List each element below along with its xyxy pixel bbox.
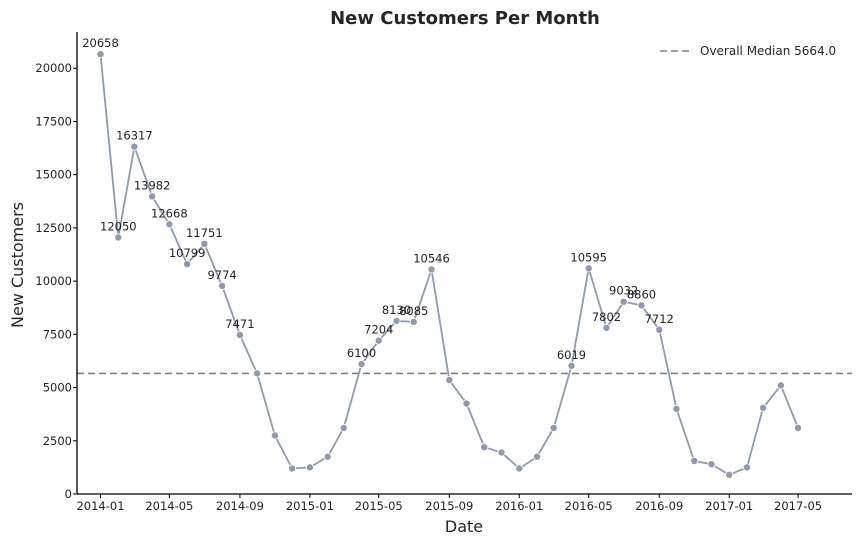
x-tick-label: 2017-05 bbox=[774, 499, 822, 513]
data-point bbox=[672, 404, 681, 413]
y-tick-label: 5000 bbox=[43, 381, 72, 395]
chart-title: New Customers Per Month bbox=[330, 8, 600, 29]
data-point bbox=[549, 423, 558, 432]
data-point bbox=[339, 423, 348, 432]
data-point bbox=[445, 376, 454, 385]
data-point bbox=[743, 463, 752, 472]
x-tick-label: 2017-01 bbox=[705, 499, 753, 513]
x-tick-label: 2016-05 bbox=[565, 499, 613, 513]
data-point bbox=[148, 192, 157, 201]
data-point bbox=[602, 323, 611, 332]
data-point bbox=[183, 260, 192, 269]
data-label: 10546 bbox=[413, 251, 450, 265]
data-point bbox=[427, 265, 436, 274]
data-point bbox=[655, 325, 664, 334]
y-tick-label: 2500 bbox=[43, 434, 72, 448]
y-axis: 0 2500 5000 7500 10000 12500 15000 17500 20000 bbox=[35, 61, 77, 501]
data-point bbox=[515, 464, 524, 473]
y-axis-title: New Customers bbox=[8, 202, 27, 328]
data-point bbox=[567, 361, 576, 370]
data-label: 6100 bbox=[347, 346, 376, 360]
data-point bbox=[235, 330, 244, 339]
y-tick-label: 12500 bbox=[35, 221, 72, 235]
data-label: 7204 bbox=[364, 323, 393, 337]
data-label: 8130 bbox=[382, 303, 411, 317]
data-point bbox=[165, 220, 174, 229]
data-label: 11751 bbox=[186, 226, 223, 240]
data-point bbox=[462, 399, 471, 408]
data-point bbox=[497, 448, 506, 457]
data-label: 10595 bbox=[570, 250, 607, 264]
data-label: 12050 bbox=[100, 219, 137, 233]
x-tick-label: 2015-05 bbox=[355, 499, 403, 513]
data-label: 8085 bbox=[399, 304, 428, 318]
data-point bbox=[253, 369, 262, 378]
data-point bbox=[619, 297, 628, 306]
data-point bbox=[130, 142, 139, 151]
y-tick-label: 7500 bbox=[43, 327, 72, 341]
x-tick-label: 2015-01 bbox=[286, 499, 334, 513]
data-label: 20658 bbox=[82, 36, 119, 50]
y-tick-label: 17500 bbox=[35, 114, 72, 128]
data-point bbox=[776, 381, 785, 390]
data-point bbox=[409, 317, 418, 326]
data-point bbox=[357, 360, 366, 369]
data-label: 12668 bbox=[151, 206, 188, 220]
x-tick-label: 2014-01 bbox=[76, 499, 124, 513]
legend: Overall Median 5664.0 bbox=[660, 44, 836, 58]
legend-label-median: Overall Median 5664.0 bbox=[700, 44, 836, 58]
y-tick-label: 0 bbox=[65, 487, 72, 501]
x-axis-title: Date bbox=[445, 517, 483, 536]
data-point bbox=[584, 264, 593, 273]
data-point bbox=[637, 301, 646, 310]
x-tick-label: 2014-05 bbox=[145, 499, 193, 513]
x-tick-label: 2014-09 bbox=[216, 499, 264, 513]
data-labels: 20658 12050 16317 13982 12668 10799 11751 9774 7… bbox=[82, 36, 674, 362]
data-point bbox=[270, 431, 279, 440]
y-tick-label: 20000 bbox=[35, 61, 72, 75]
data-label: 6019 bbox=[557, 348, 586, 362]
data-point bbox=[533, 452, 542, 461]
data-point bbox=[759, 403, 768, 412]
data-label: 7712 bbox=[645, 312, 674, 326]
data-label: 9032 bbox=[609, 284, 638, 298]
data-point bbox=[323, 452, 332, 461]
data-points bbox=[96, 50, 803, 479]
data-point bbox=[707, 460, 716, 469]
x-tick-label: 2016-01 bbox=[495, 499, 543, 513]
data-label: 10799 bbox=[169, 246, 206, 260]
x-axis: 2014-01 2014-05 2014-09 2015-01 2015-05 2015-… bbox=[76, 494, 822, 513]
data-label: 16317 bbox=[116, 129, 153, 143]
data-point bbox=[288, 464, 297, 473]
data-label: 8860 bbox=[627, 287, 656, 301]
data-point bbox=[96, 50, 105, 59]
data-point bbox=[690, 456, 699, 465]
data-point bbox=[305, 463, 314, 472]
data-point bbox=[200, 239, 209, 248]
x-tick-label: 2016-09 bbox=[635, 499, 683, 513]
data-point bbox=[480, 443, 489, 452]
data-label: 7802 bbox=[592, 310, 621, 324]
data-label: 7471 bbox=[225, 317, 254, 331]
data-point bbox=[218, 281, 227, 290]
y-tick-label: 15000 bbox=[35, 168, 72, 182]
data-point bbox=[114, 233, 123, 242]
data-point bbox=[794, 423, 803, 432]
x-tick-label: 2015-09 bbox=[425, 499, 473, 513]
y-tick-label: 10000 bbox=[35, 274, 72, 288]
data-point bbox=[725, 470, 734, 479]
data-label: 9774 bbox=[207, 268, 236, 282]
data-label: 13982 bbox=[134, 178, 171, 192]
data-point bbox=[392, 316, 401, 325]
data-point bbox=[374, 336, 383, 345]
